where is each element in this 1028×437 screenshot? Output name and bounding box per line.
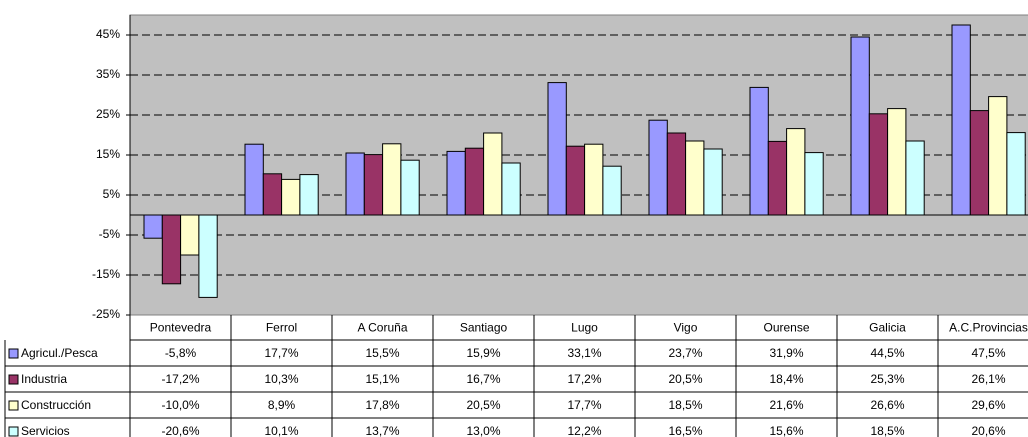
bar [244,143,264,216]
data-label: 21,6% [769,398,803,412]
bar [905,140,925,216]
bar [281,178,301,216]
data-label: 23,7% [668,346,702,360]
legend-label: Industria [21,372,67,386]
bar [988,96,1008,216]
bar [666,132,687,216]
y-tick-label: 45% [96,27,120,41]
bar [868,113,889,216]
data-label: 15,6% [769,424,803,437]
data-label: 8,9% [268,398,296,412]
bar [501,162,521,216]
x-tick-label: Ourense [763,321,809,335]
x-tick-label: Vigo [674,321,698,335]
data-label: 18,5% [668,398,702,412]
bar [685,140,705,216]
x-tick-label: A.C.Provincias [949,321,1028,335]
data-label: 17,8% [365,398,399,412]
data-label: 13,0% [466,424,500,437]
bar [198,214,218,298]
bar [565,145,586,216]
bar [400,159,420,216]
bar [547,82,567,216]
bar [703,148,723,216]
data-label: 29,6% [971,398,1005,412]
legend-swatch [8,400,19,411]
legend-label: Construcción [21,398,91,412]
bar [969,110,990,216]
bar [262,173,283,216]
data-label: 15,5% [365,346,399,360]
bar [850,36,870,216]
data-label: 16,7% [466,372,500,386]
data-label: 47,5% [971,346,1005,360]
data-label: 17,2% [567,372,601,386]
bar [446,150,466,216]
bar [887,108,907,216]
bar [767,140,788,216]
y-tick-label: -15% [92,267,120,281]
bar [786,128,806,216]
data-label: 15,9% [466,346,500,360]
bar [345,152,365,216]
x-tick-label: Santiago [460,321,508,335]
data-label: 13,7% [365,424,399,437]
x-tick-label: Pontevedra [150,321,212,335]
data-label: 26,6% [870,398,904,412]
data-label: 31,9% [769,346,803,360]
data-label: 33,1% [567,346,601,360]
bar [804,152,824,216]
data-label: 20,6% [971,424,1005,437]
bar [749,86,769,216]
x-tick-label: A Coruña [357,321,407,335]
legend-swatch [8,426,19,437]
data-label: 18,4% [769,372,803,386]
bar [161,214,182,285]
legend-swatch [8,374,19,385]
legend-swatch [8,348,19,359]
y-tick-label: 35% [96,67,120,81]
legend-label: Servicios [21,424,70,437]
bar [299,174,319,216]
data-label: 12,2% [567,424,601,437]
data-label: 20,5% [466,398,500,412]
bar [1006,132,1026,216]
data-label: 17,7% [567,398,601,412]
data-label: -17,2% [161,372,199,386]
data-label: 17,7% [264,346,298,360]
x-tick-label: Lugo [571,321,598,335]
y-tick-label: 5% [103,187,121,201]
bar [363,154,384,216]
legend-label: Agricul./Pesca [21,346,98,360]
bar [648,119,668,216]
x-tick-label: Ferrol [266,321,297,335]
data-label: 25,3% [870,372,904,386]
bar [180,214,200,256]
data-label: -10,0% [161,398,199,412]
data-label: 26,1% [971,372,1005,386]
bar [602,165,622,216]
data-label: -5,8% [165,346,197,360]
data-label: -20,6% [161,424,199,437]
data-label: 16,5% [668,424,702,437]
bar [584,143,604,216]
y-tick-label: 25% [96,107,120,121]
data-label: 18,5% [870,424,904,437]
data-label: 10,1% [264,424,298,437]
bar [382,143,402,216]
bar [143,214,163,239]
y-tick-label: -25% [92,307,120,321]
data-label: 10,3% [264,372,298,386]
data-label: 20,5% [668,372,702,386]
bar [464,147,485,216]
bar [951,24,971,216]
y-tick-label: -5% [99,227,121,241]
x-tick-label: Galicia [869,321,906,335]
data-label: 15,1% [365,372,399,386]
y-tick-label: 15% [96,147,120,161]
data-label: 44,5% [870,346,904,360]
bar [483,132,503,216]
